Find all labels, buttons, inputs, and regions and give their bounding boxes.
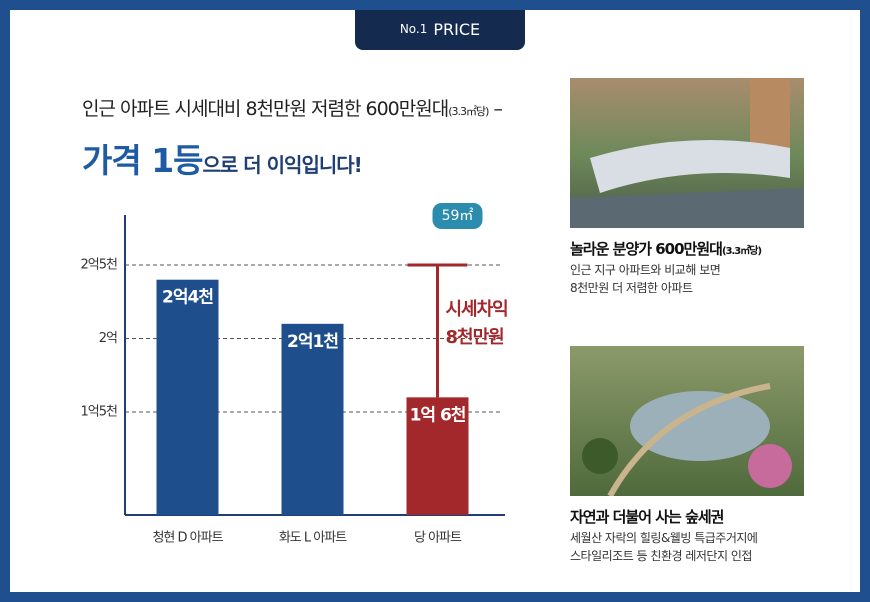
headline: 인근 아파트 시세대비 8천만원 저렴한 600만원대(3.3㎡당) – [82, 94, 503, 121]
y-tick-label: 2억 [99, 331, 117, 346]
card-line: 인근 지구 아파트와 비교해 보면 [570, 263, 721, 277]
headline-big: 가격 1등 [82, 141, 204, 180]
bar [406, 397, 469, 515]
photo [570, 346, 804, 498]
bar [281, 323, 344, 515]
card-title-unit: (3.3㎡당) [721, 246, 762, 257]
card-line: 8천만원 더 저렴한 아파트 [570, 281, 693, 295]
annotation: 시세차익 [446, 299, 508, 320]
headline-unit: (3.3㎡당) [448, 105, 489, 118]
tab-prefix: No.1 [399, 22, 428, 36]
card: 놀라운 분양가 600만원대(3.3㎡당) 인근 지구 아파트와 비교해 보면 … [570, 78, 810, 297]
card-title: 자연과 더불어 사는 숲세권 [570, 508, 724, 526]
card-line: 세월산 자락의 힐링&웰빙 특급주거지에 [570, 531, 758, 545]
x-tick-label: 청현 D 아파트 [152, 531, 223, 546]
badge: 59㎡ [442, 208, 474, 224]
bar [156, 279, 219, 515]
headline-text: 인근 아파트 시세대비 8천만원 저렴한 600만원대 [82, 98, 449, 120]
y-tick-label: 2억5천 [81, 258, 118, 273]
card-title: 놀라운 분양가 600만원대(3.3㎡당) [570, 238, 810, 259]
tab-title: PRICE [433, 19, 481, 39]
y-tick-label: 1억5천 [81, 405, 118, 420]
bar-label: 2억1천 [287, 332, 338, 352]
card-title-text: 놀라운 분양가 600만원대 [570, 240, 723, 258]
x-tick-label: 당 아파트 [414, 531, 462, 546]
photo [570, 78, 804, 228]
headline-dash: – [493, 98, 502, 120]
headline-rest: 으로 더 이익입니다! [202, 153, 363, 177]
bar-label: 2억4천 [162, 288, 213, 308]
card: 자연과 더불어 사는 숲세권 세월산 자락의 힐링&웰빙 특급주거지에 스타일리… [570, 346, 810, 565]
tab: No.1 PRICE [355, 10, 525, 50]
headline-main: 가격 1등으로 더 이익입니다! [82, 134, 363, 182]
card-line: 스타일리조트 등 친환경 레저단지 인접 [570, 549, 752, 563]
x-tick-label: 화도 L 아파트 [279, 531, 347, 546]
bar-label: 1억 6천 [410, 405, 466, 425]
annotation: 8천만원 [446, 327, 504, 348]
badge-bg [432, 203, 483, 229]
